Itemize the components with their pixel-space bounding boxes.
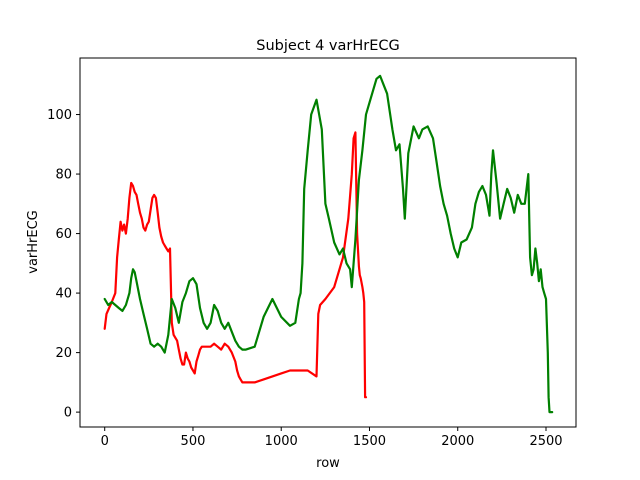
x-tick-label: 2000 [441, 434, 474, 449]
series-layer [103, 74, 554, 414]
y-axis-ticks: 0 20 40 60 80 100 [47, 108, 80, 421]
chart-title: Subject 4 varHrECG [256, 38, 399, 54]
x-tick-label: 500 [181, 434, 206, 449]
x-axis-ticks: 0 500 1000 1500 2000 2500 [101, 427, 563, 449]
y-tick-label: 80 [55, 168, 72, 183]
x-tick-label: 1500 [353, 434, 386, 449]
y-tick-label: 20 [55, 346, 72, 361]
x-tick-label: 1000 [265, 434, 298, 449]
y-tick-label: 100 [47, 108, 72, 123]
series-line-1 [103, 131, 368, 399]
y-axis-label: varHrECG [26, 210, 41, 274]
x-tick-label: 0 [101, 434, 109, 449]
plot-frame [79, 57, 577, 428]
series-line-2 [103, 74, 554, 414]
x-axis-label: row [316, 456, 340, 471]
x-tick-label: 2500 [529, 434, 562, 449]
y-tick-label: 0 [64, 406, 72, 421]
y-tick-label: 40 [55, 287, 72, 302]
y-tick-label: 60 [55, 227, 72, 242]
